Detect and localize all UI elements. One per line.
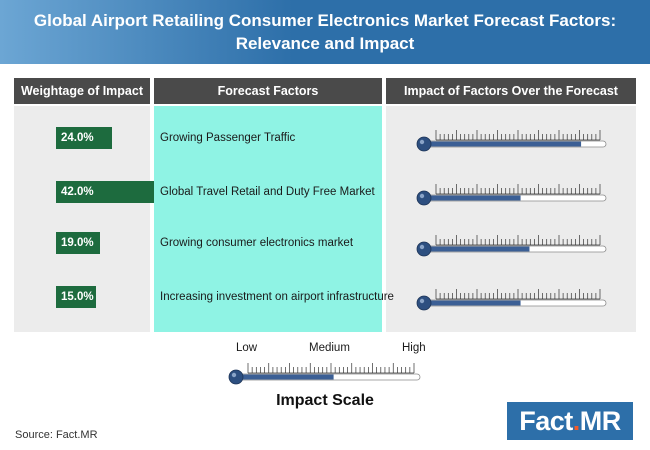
forecast-factor-label: Global Travel Retail and Duty Free Marke… — [160, 186, 375, 198]
impact-scale-thermometer-bulb-shine — [231, 372, 237, 378]
impact-thermometer — [416, 184, 607, 206]
impact-scale-thermometer-bulb — [228, 369, 244, 385]
impact-thermometer-bulb — [416, 241, 432, 257]
impact-thermometer-fill — [428, 300, 521, 306]
impact-thermometer-bulb — [416, 136, 432, 152]
impact-thermometer-bulb — [416, 190, 432, 206]
logo-text-dot: . — [572, 406, 581, 436]
header-forecast-factors: Forecast Factors — [154, 78, 382, 104]
impact-thermometer-bulb — [416, 295, 432, 311]
chart-title-line-1: Global Airport Retailing Consumer Electr… — [33, 11, 617, 30]
scale-label-medium: Medium — [309, 342, 350, 354]
impact-thermometer-bulb-shine — [419, 193, 425, 199]
logo-text-fact: Fact — [519, 406, 573, 436]
weightage-bar: 15.0% — [56, 286, 96, 308]
factors-panel — [154, 106, 382, 332]
forecast-factor-label: Increasing investment on airport infrast… — [160, 291, 394, 303]
logo-text-mr: MR — [579, 406, 622, 436]
impact-thermometer — [416, 130, 607, 152]
fact-mr-logo: Fact.MR — [507, 402, 633, 440]
impact-thermometer-bulb-shine — [419, 244, 425, 250]
chart-title: Global Airport Retailing Consumer Electr… — [0, 0, 650, 64]
impact-thermometer-bulb-shine — [419, 298, 425, 304]
scale-label-low: Low — [236, 342, 258, 354]
impact-thermometer-bulb-shine — [419, 139, 425, 145]
scale-label-high: High — [402, 342, 426, 354]
chart-title-line-2: Relevance and Impact — [235, 34, 415, 53]
header-weightage: Weightage of Impact — [14, 78, 150, 104]
impact-scale-thermometer-fill — [240, 374, 334, 380]
forecast-factor-label: Growing consumer electronics market — [160, 237, 354, 249]
impact-thermometer — [416, 235, 607, 257]
weightage-bar: 19.0% — [56, 232, 101, 254]
weightage-bar: 24.0% — [56, 127, 112, 149]
impact-scale-thermometer — [228, 363, 421, 385]
impact-thermometer — [416, 289, 607, 311]
impact-thermometer-fill — [428, 246, 530, 252]
weightage-bar: 42.0% — [56, 181, 154, 203]
impact-thermometer-fill — [428, 195, 521, 201]
source-note: Source: Fact.MR — [15, 429, 98, 441]
impact-scale-title: Impact Scale — [276, 392, 374, 409]
impact-thermometer-fill — [428, 141, 582, 147]
forecast-factor-label: Growing Passenger Traffic — [160, 132, 296, 144]
